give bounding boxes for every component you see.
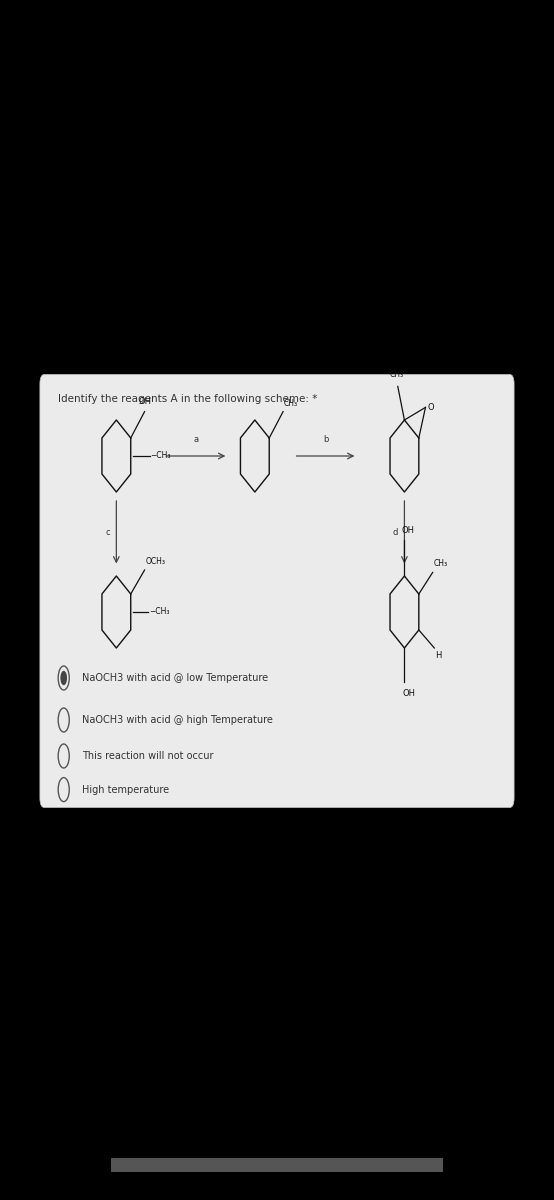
Text: O: O: [428, 403, 434, 412]
Text: CH₃: CH₃: [433, 559, 447, 569]
Text: OCH₃: OCH₃: [145, 557, 165, 566]
Text: NaOCH3 with acid @ high Temperature: NaOCH3 with acid @ high Temperature: [82, 715, 273, 725]
Text: c: c: [105, 528, 110, 536]
Text: OH: OH: [138, 397, 151, 407]
Text: CH₃: CH₃: [284, 398, 297, 408]
Text: a: a: [193, 434, 198, 444]
FancyBboxPatch shape: [40, 374, 514, 808]
Text: d: d: [392, 528, 398, 536]
Text: b: b: [323, 434, 328, 444]
Text: −CH₃: −CH₃: [150, 451, 171, 461]
Text: CH₃: CH₃: [389, 370, 404, 379]
Text: H: H: [435, 650, 442, 660]
Text: High temperature: High temperature: [82, 785, 169, 794]
Text: This reaction will not occur: This reaction will not occur: [82, 751, 213, 761]
Text: NaOCH3 with acid @ low Temperature: NaOCH3 with acid @ low Temperature: [82, 673, 268, 683]
Text: OH: OH: [403, 689, 416, 698]
Bar: [111, 1158, 443, 1172]
Text: OH: OH: [402, 526, 414, 535]
Text: Identify the reagents A in the following scheme: *: Identify the reagents A in the following…: [58, 394, 317, 403]
Text: −CH₃: −CH₃: [149, 607, 170, 617]
Circle shape: [60, 671, 67, 685]
